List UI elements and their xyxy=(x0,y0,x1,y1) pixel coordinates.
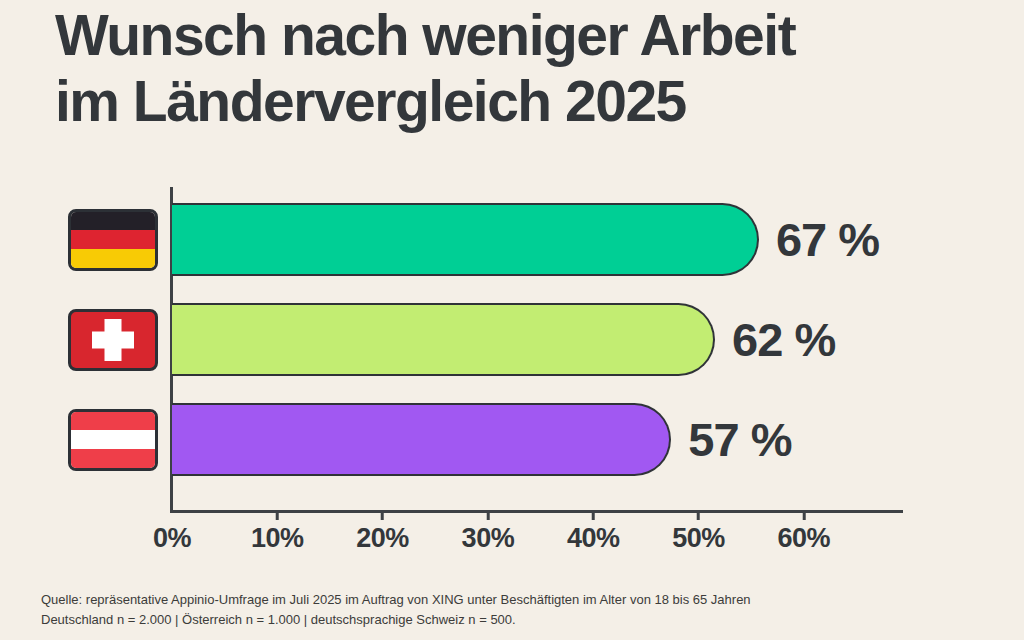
bar-row-switzerland: 62 % xyxy=(68,302,835,377)
flag-stripe xyxy=(71,230,155,249)
flag-stripe xyxy=(71,249,155,268)
x-tick-label: 10% xyxy=(251,523,304,554)
infographic-canvas: Wunsch nach weniger Arbeit im Länderverg… xyxy=(0,0,1024,640)
flag-germany-icon xyxy=(68,209,158,271)
flag-stripe xyxy=(71,430,155,449)
bar-row-germany: 67 % xyxy=(68,202,879,277)
swiss-cross-icon xyxy=(92,331,134,348)
chart-title-line1: Wunsch nach weniger Arbeit xyxy=(55,3,795,67)
value-label-switzerland: 62 % xyxy=(732,312,835,367)
tick-mark xyxy=(592,512,595,520)
tick-mark xyxy=(697,512,700,520)
x-tick-60: 60% xyxy=(778,512,831,554)
bar-switzerland xyxy=(172,303,715,376)
x-tick-30: 30% xyxy=(462,512,515,554)
x-tick-label: 30% xyxy=(462,523,515,554)
x-tick-label: 50% xyxy=(672,523,725,554)
x-tick-label: 0% xyxy=(153,523,191,554)
flag-austria-icon xyxy=(68,409,158,471)
value-label-germany: 67 % xyxy=(776,212,879,267)
bar-row-austria: 57 % xyxy=(68,402,791,477)
flag-stripe xyxy=(71,449,155,468)
chart-title-line2: im Ländervergleich 2025 xyxy=(55,69,686,133)
x-tick-50: 50% xyxy=(672,512,725,554)
source-note: Quelle: repräsentative Appinio-Umfrage i… xyxy=(41,590,751,630)
tick-mark xyxy=(802,512,805,520)
flag-stripe xyxy=(71,212,155,231)
x-tick-0: 0% xyxy=(153,512,191,554)
tick-mark xyxy=(486,512,489,520)
source-note-line2: Deutschland n = 2.000 | Österreich n = 1… xyxy=(41,610,751,630)
source-note-line1: Quelle: repräsentative Appinio-Umfrage i… xyxy=(41,590,751,610)
bar-germany xyxy=(172,203,759,276)
flag-stripe xyxy=(71,412,155,431)
x-tick-10: 10% xyxy=(251,512,304,554)
flag-switzerland-icon xyxy=(68,309,158,371)
chart-title: Wunsch nach weniger Arbeit im Länderverg… xyxy=(55,2,795,134)
x-tick-label: 40% xyxy=(567,523,620,554)
x-tick-40: 40% xyxy=(567,512,620,554)
x-tick-20: 20% xyxy=(356,512,409,554)
tick-mark xyxy=(381,512,384,520)
x-tick-label: 60% xyxy=(778,523,831,554)
tick-mark xyxy=(276,512,279,520)
bar-austria xyxy=(172,403,671,476)
x-tick-label: 20% xyxy=(356,523,409,554)
value-label-austria: 57 % xyxy=(688,412,791,467)
